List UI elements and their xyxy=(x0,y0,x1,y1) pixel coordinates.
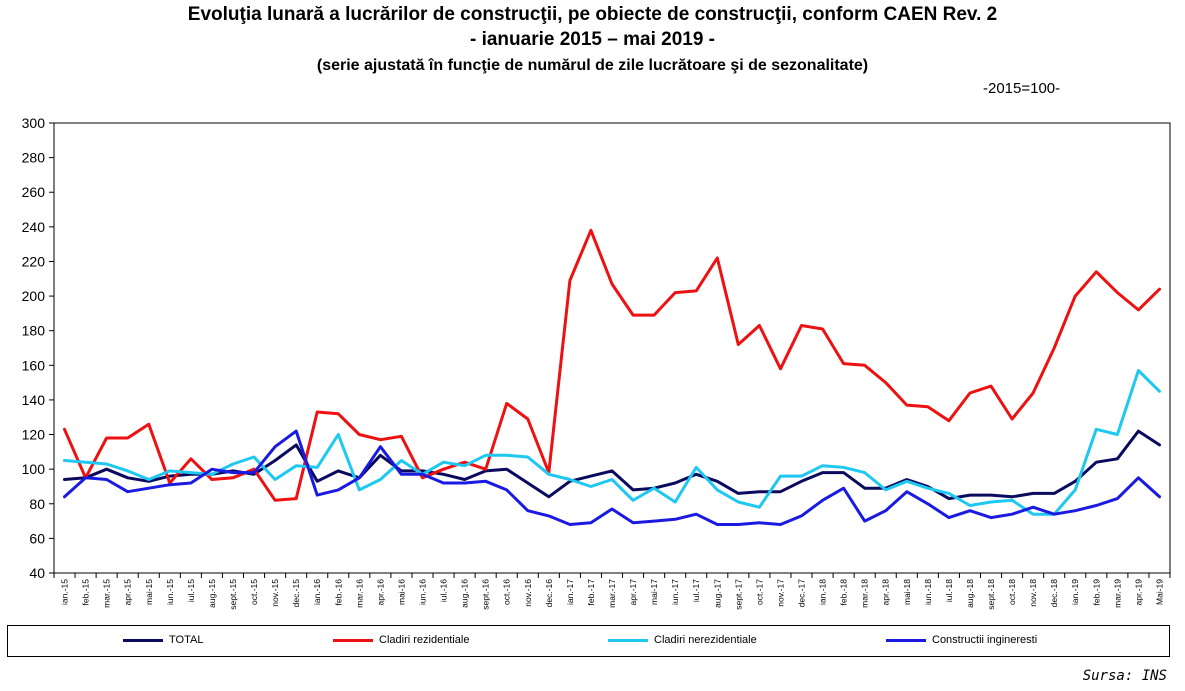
x-tick-label: feb.-16 xyxy=(333,579,343,606)
x-tick-label: iun.-15 xyxy=(165,579,175,605)
x-tick-label: mar.-15 xyxy=(102,579,112,608)
x-tick-label: mar.-17 xyxy=(607,579,617,608)
x-tick-label: sept.-16 xyxy=(481,579,491,610)
x-tick-label: iul.-16 xyxy=(439,579,449,602)
y-tick-label: 60 xyxy=(29,530,45,546)
x-tick-label: nov.-16 xyxy=(523,579,533,607)
x-tick-label: iul.-15 xyxy=(186,579,196,602)
x-tick-label: apr.-17 xyxy=(628,579,638,606)
legend-label-inginerestI: Constructii ingineresti xyxy=(932,634,1038,646)
x-tick-label: feb.-18 xyxy=(839,579,849,606)
x-tick-label: ian.-15 xyxy=(60,579,70,605)
y-tick-label: 300 xyxy=(22,115,46,131)
legend-swatch-nerezidentiale xyxy=(608,638,648,642)
chart-title: Evoluţia lunară a lucrărilor de construc… xyxy=(187,4,998,25)
x-tick-label: mai-18 xyxy=(902,579,912,605)
x-tick-label: oct.-18 xyxy=(1007,579,1017,605)
series-line-2 xyxy=(63,228,1161,502)
x-tick-label: feb.-19 xyxy=(1091,579,1101,606)
x-tick-label: Mai-19 xyxy=(1154,579,1164,605)
y-tick-label: 200 xyxy=(22,288,46,304)
x-tick-label: apr.-18 xyxy=(881,579,891,606)
y-tick-label: 40 xyxy=(29,565,45,581)
y-tick-label: 180 xyxy=(22,323,46,339)
legend-swatch-inginerestI xyxy=(886,638,926,642)
legend-item-total: TOTAL xyxy=(123,634,203,646)
x-tick-label: oct.-17 xyxy=(754,579,764,605)
x-tick-label: apr.-16 xyxy=(375,579,385,606)
legend-label-nerezidentiale: Cladiri nerezidentiale xyxy=(654,634,757,646)
legend-label-rezidentiale: Cladiri rezidentiale xyxy=(379,634,470,646)
x-tick-label: aug.-16 xyxy=(460,579,470,608)
x-tick-label: feb.-17 xyxy=(586,579,596,606)
x-tick-label: feb.-15 xyxy=(81,579,91,606)
legend-swatch-rezidentiale xyxy=(333,638,373,642)
legend: TOTAL Cladiri rezidentiale Cladiri nerez… xyxy=(7,625,1170,657)
x-tick-label: dec.-17 xyxy=(797,579,807,608)
x-tick-label: nov.-18 xyxy=(1028,579,1038,607)
plot-area-frame xyxy=(53,122,1171,574)
x-tick-label: apr.-19 xyxy=(1133,579,1143,606)
y-tick-label: 260 xyxy=(22,184,46,200)
x-tick-label: oct.-15 xyxy=(249,579,259,605)
legend-swatch-total xyxy=(123,638,163,642)
x-tick-label: sept.-18 xyxy=(986,579,996,610)
x-tick-label: nov.-15 xyxy=(270,579,280,607)
x-tick-label: aug.-18 xyxy=(965,579,975,608)
x-tick-label: apr.-15 xyxy=(123,579,133,606)
y-tick-label: 80 xyxy=(29,496,45,512)
x-tick-label: nov.-17 xyxy=(775,579,785,607)
x-tick-label: aug.-17 xyxy=(712,579,722,608)
x-tick-label: dec.-18 xyxy=(1049,579,1059,608)
y-tick-label: 240 xyxy=(22,219,46,235)
y-tick-label: 160 xyxy=(22,357,46,373)
x-tick-label: iun.-17 xyxy=(670,579,680,605)
y-tick-label: 140 xyxy=(22,392,46,408)
x-tick-label: iun.-16 xyxy=(417,579,427,605)
x-tick-label: dec.-16 xyxy=(544,579,554,608)
x-tick-label: ian.-16 xyxy=(312,579,322,605)
line-chart: 40 60 80 100 120 140 160 180 200 220 240 260 280 300 i… xyxy=(22,115,1171,610)
x-tick-label: mai-17 xyxy=(649,579,659,605)
x-tick-label: mar.-16 xyxy=(354,579,364,608)
x-tick-label: mai-15 xyxy=(144,579,154,605)
x-tick-label: ian.-17 xyxy=(565,579,575,605)
x-tick-label: ian.-18 xyxy=(818,579,828,605)
x-tick-label: sept.-17 xyxy=(733,579,743,610)
x-tick-label: mar.-19 xyxy=(1112,579,1122,608)
x-tick-label: iun.-18 xyxy=(923,579,933,605)
legend-item-inginerestI: Constructii ingineresti xyxy=(886,634,1037,646)
base-year-note: -2015=100- xyxy=(983,80,1061,97)
chart-title-period: - ianuarie 2015 – mai 2019 - xyxy=(469,29,716,50)
x-tick-label: iul.-17 xyxy=(691,579,701,602)
x-tick-label: sept.-15 xyxy=(228,579,238,610)
y-tick-label: 220 xyxy=(22,253,46,269)
y-tick-label: 280 xyxy=(22,150,46,166)
x-tick-label: iul.-18 xyxy=(944,579,954,602)
legend-item-rezidentiale: Cladiri rezidentiale xyxy=(333,634,470,646)
legend-item-nerezidentiale: Cladiri nerezidentiale xyxy=(608,634,757,646)
x-tick-label: aug.-15 xyxy=(207,579,217,608)
legend-label-total: TOTAL xyxy=(169,634,204,646)
y-tick-label: 100 xyxy=(22,461,46,477)
x-tick-label: mai-16 xyxy=(396,579,406,605)
y-tick-label: 120 xyxy=(22,427,46,443)
source-note: Sursa: INS xyxy=(1082,668,1167,684)
x-tick-label: ian.-19 xyxy=(1070,579,1080,605)
chart-subtitle: (serie ajustată în funcţie de numărul de… xyxy=(316,57,869,74)
x-tick-label: dec.-15 xyxy=(291,579,301,608)
x-tick-label: oct.-16 xyxy=(502,579,512,605)
x-tick-label: mar.-18 xyxy=(860,579,870,608)
